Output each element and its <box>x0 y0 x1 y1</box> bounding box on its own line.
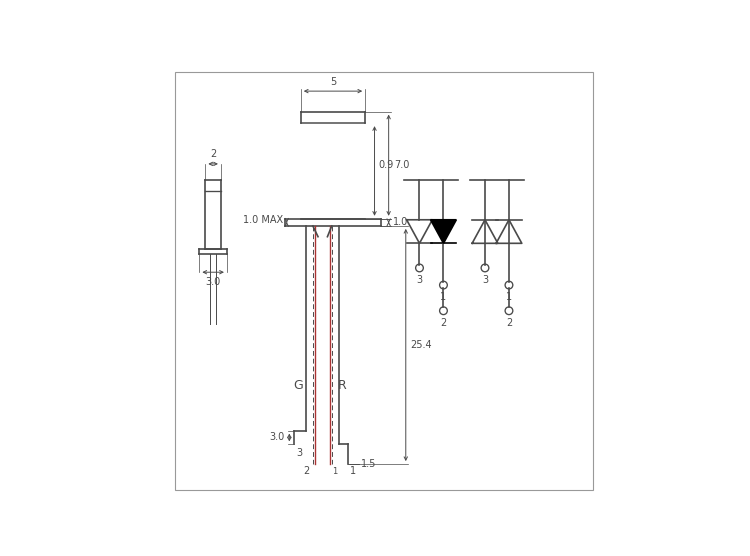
Text: 2: 2 <box>303 466 310 476</box>
Text: 25.4: 25.4 <box>410 340 432 350</box>
Text: R: R <box>338 379 346 392</box>
Text: 1.5: 1.5 <box>361 459 376 469</box>
Text: 1: 1 <box>350 466 356 476</box>
Text: 3.0: 3.0 <box>206 277 220 287</box>
Text: 0.9: 0.9 <box>379 160 394 170</box>
Text: G: G <box>293 379 303 392</box>
Text: 1: 1 <box>332 468 338 476</box>
Text: 3.0: 3.0 <box>270 433 285 443</box>
Polygon shape <box>430 220 456 244</box>
Text: 2: 2 <box>506 317 512 327</box>
Text: 7.0: 7.0 <box>394 160 410 170</box>
Text: 1.0: 1.0 <box>393 217 408 227</box>
Text: 5: 5 <box>330 77 336 87</box>
Text: 3: 3 <box>416 275 422 285</box>
Text: 1: 1 <box>506 292 512 302</box>
Text: 2: 2 <box>440 317 446 327</box>
Text: 2: 2 <box>210 149 216 159</box>
Text: 3: 3 <box>482 275 488 285</box>
Text: 1.0 MAX: 1.0 MAX <box>243 215 283 225</box>
Text: 1: 1 <box>440 292 446 302</box>
Text: 3: 3 <box>296 448 303 458</box>
